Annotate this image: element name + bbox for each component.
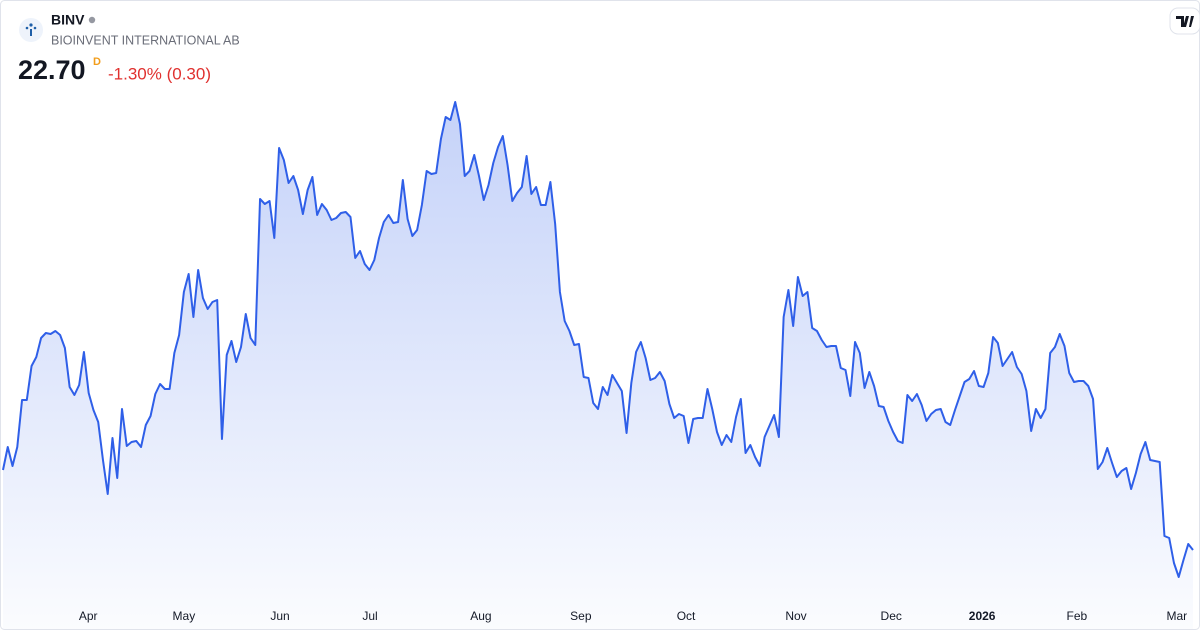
price-change: -1.30% (0.30) xyxy=(108,64,211,83)
interval: D xyxy=(93,56,101,68)
symbol: BINV xyxy=(51,12,85,28)
logo xyxy=(19,18,43,42)
company-name: BIOINVENT INTERNATIONAL AB xyxy=(51,33,240,47)
status-dot xyxy=(88,16,96,24)
area-fill xyxy=(3,102,1193,629)
last-price: 22.70 xyxy=(18,55,86,85)
brand-badge xyxy=(1169,7,1200,35)
price-line xyxy=(2,101,1194,578)
